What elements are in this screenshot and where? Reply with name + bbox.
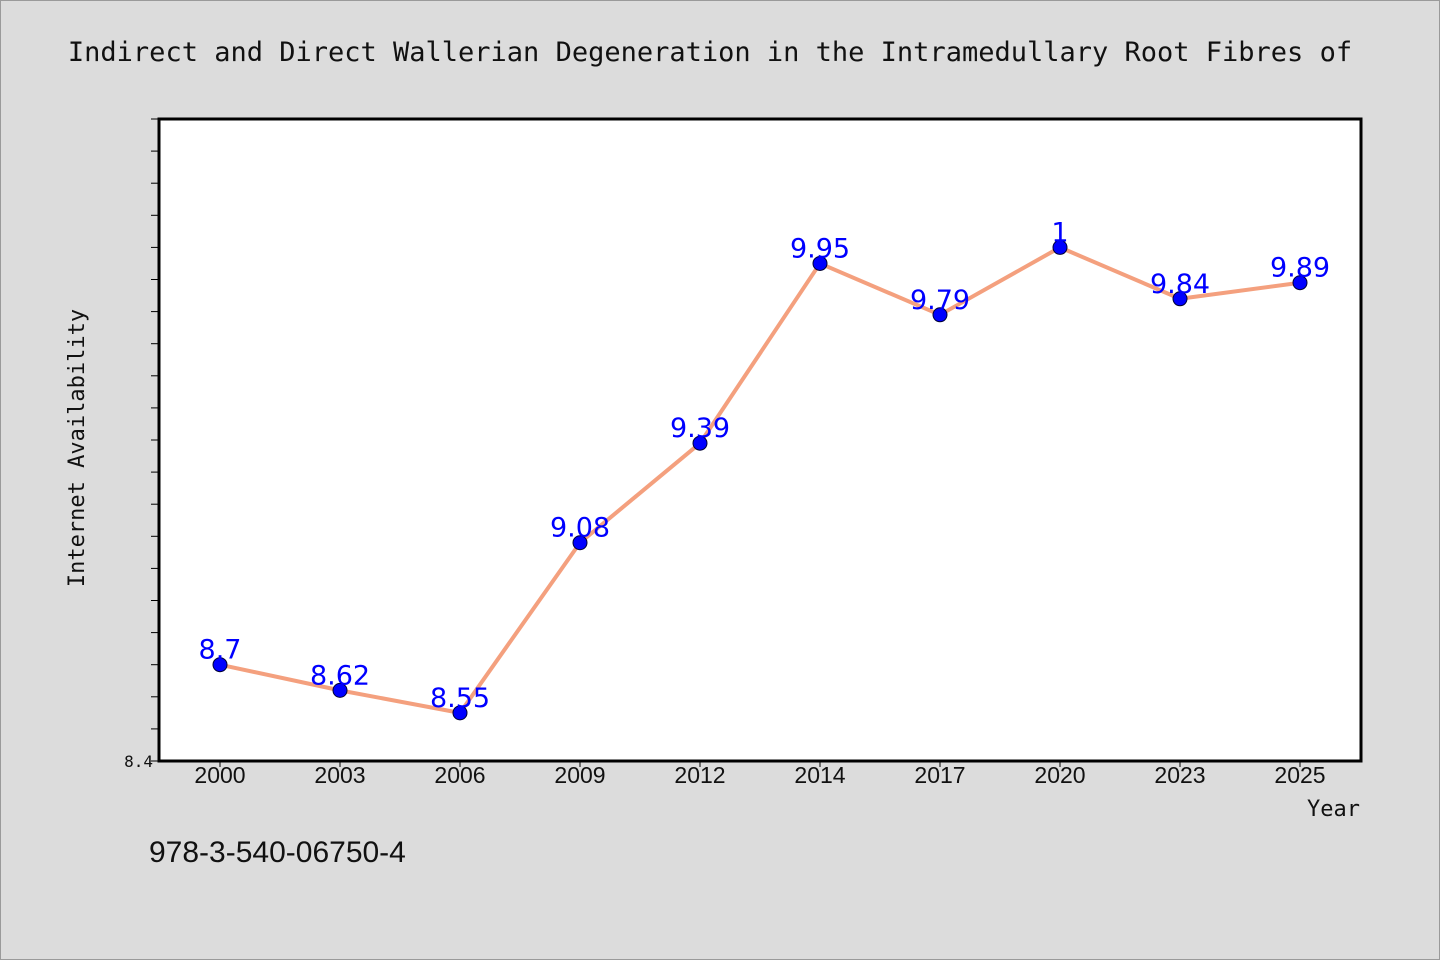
data-label: 9.79 bbox=[910, 285, 970, 316]
data-point bbox=[1052, 239, 1068, 255]
data-point bbox=[572, 535, 588, 551]
data-point bbox=[932, 307, 948, 323]
data-label: 8.62 bbox=[310, 660, 370, 691]
data-point bbox=[452, 705, 468, 721]
data-point bbox=[692, 435, 708, 451]
data-label: 9.84 bbox=[1150, 269, 1210, 300]
data-label: 8.55 bbox=[430, 683, 490, 714]
x-tick-label: 2012 bbox=[674, 762, 725, 788]
plot-area bbox=[157, 117, 1363, 763]
data-point bbox=[1172, 291, 1188, 307]
data-label: 1 bbox=[1051, 217, 1068, 248]
chart-title: Indirect and Direct Wallerian Degenerati… bbox=[68, 37, 1352, 68]
data-point bbox=[332, 682, 348, 698]
x-tick-label: 2020 bbox=[1034, 762, 1085, 788]
x-tick-label: 2009 bbox=[554, 762, 605, 788]
x-tick-label: 2000 bbox=[194, 762, 245, 788]
y-axis-ticks: 8.4 bbox=[124, 118, 159, 771]
x-tick-label: 2017 bbox=[914, 762, 965, 788]
x-tick-label: 2025 bbox=[1274, 762, 1325, 788]
x-tick-label: 2006 bbox=[434, 762, 485, 788]
data-point bbox=[1292, 275, 1308, 291]
data-label: 8.7 bbox=[199, 635, 242, 666]
data-label: 9.39 bbox=[670, 413, 730, 444]
x-tick-label: 2003 bbox=[314, 762, 365, 788]
data-label: 9.89 bbox=[1270, 253, 1330, 284]
caption-isbn: 978-3-540-06750-4 bbox=[149, 836, 406, 869]
data-point bbox=[812, 255, 828, 271]
x-tick-label: 2023 bbox=[1154, 762, 1205, 788]
y-tick-label: 8.4 bbox=[124, 752, 153, 771]
x-tick-label: 2014 bbox=[794, 762, 845, 788]
y-axis-label: Internet Availability bbox=[65, 309, 90, 587]
series-line bbox=[219, 245, 1301, 715]
series-layer: 8.7 8.62 8.55 9.08 9.39 9.95 9.79 1 9.84 9.89 bbox=[199, 217, 1330, 721]
x-axis-ticks: 2000 2003 2006 2009 2012 2014 2017 2020 2023 2025 bbox=[194, 761, 1326, 788]
data-label: 9.08 bbox=[550, 513, 610, 544]
data-label: 9.95 bbox=[790, 233, 850, 264]
x-axis-label: Year bbox=[1307, 797, 1360, 822]
data-point bbox=[212, 657, 228, 673]
